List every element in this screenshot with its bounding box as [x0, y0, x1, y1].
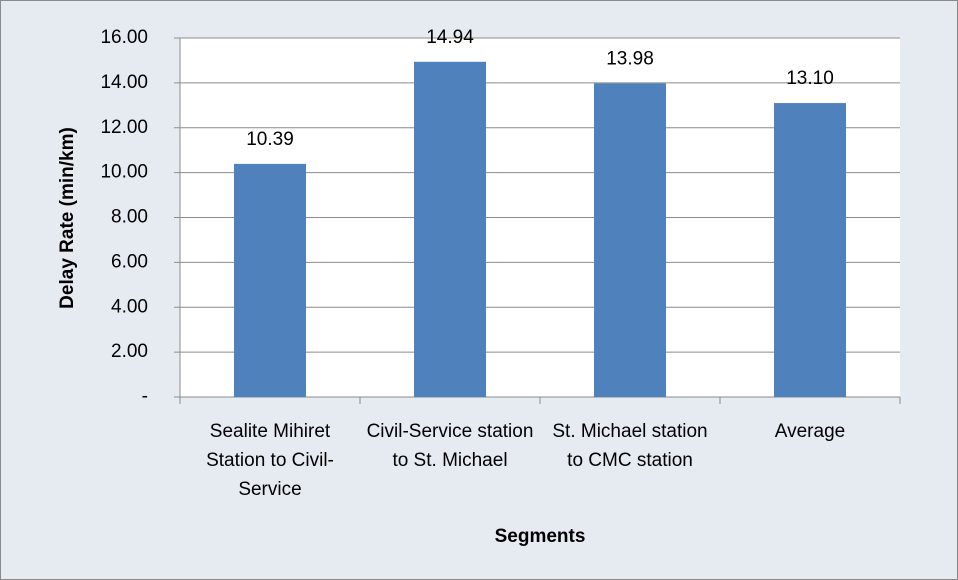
- bar: [414, 61, 486, 397]
- y-tick-label: 10.00: [100, 162, 148, 183]
- bar: [774, 103, 846, 397]
- y-tick-label: 14.00: [100, 72, 148, 93]
- y-tick-label: 16.00: [100, 27, 148, 48]
- data-label: 14.94: [426, 27, 474, 48]
- data-label: 13.98: [606, 48, 654, 69]
- y-tick-label: -: [142, 386, 148, 407]
- y-axis-label: Delay Rate (min/km): [57, 127, 78, 309]
- y-tick-label: 2.00: [111, 341, 148, 362]
- data-label: 13.10: [786, 68, 834, 89]
- y-tick-label: 4.00: [111, 296, 148, 317]
- x-tick-label: Civil-Service station to St. Michael: [366, 421, 534, 471]
- data-label: 10.39: [246, 129, 294, 150]
- y-tick-label: 6.00: [111, 251, 148, 272]
- bar: [594, 83, 666, 397]
- y-tick-label: 8.00: [111, 207, 148, 228]
- bar: [234, 163, 306, 397]
- y-tick-label: 12.00: [100, 117, 148, 138]
- x-axis-label: Segments: [495, 526, 586, 547]
- x-tick-label: Sealite Mihiret Station to Civil-Service: [206, 421, 334, 500]
- x-tick-label: Average: [774, 421, 846, 442]
- x-tick-label: St. Michael station to CMC station: [552, 421, 708, 471]
